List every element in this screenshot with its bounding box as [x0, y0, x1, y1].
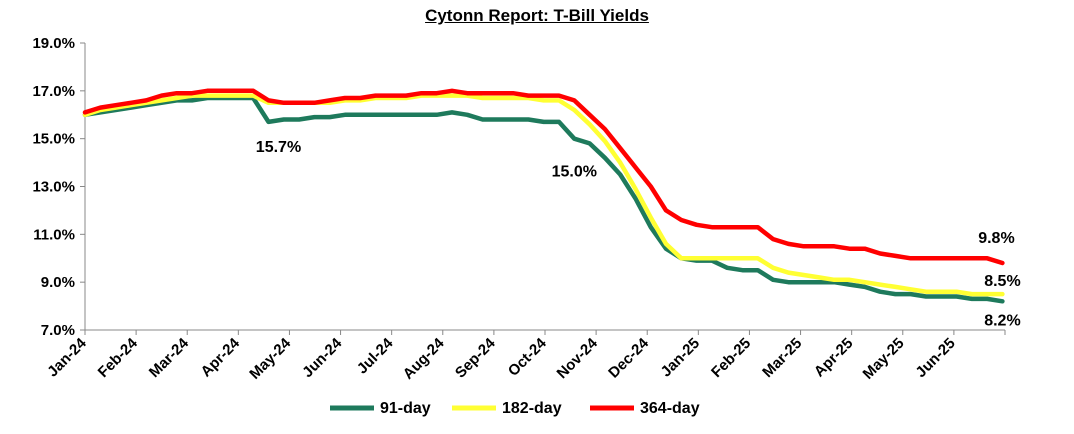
x-tick-label: Mar-25 [759, 335, 805, 381]
data-label: 8.5% [984, 273, 1020, 290]
x-tick-label: May-24 [246, 334, 294, 382]
x-tick-label: Feb-24 [95, 334, 142, 381]
legend-label: 182-day [502, 400, 562, 417]
x-tick-label: Jul-24 [354, 334, 397, 377]
chart-title: Cytonn Report: T-Bill Yields [425, 6, 649, 25]
legend-label: 364-day [640, 400, 700, 417]
x-tick-label: May-25 [860, 335, 908, 383]
y-tick-label: 7.0% [41, 322, 75, 339]
series-line-182-day [82, 93, 1005, 297]
x-tick-label: Jan-25 [658, 335, 704, 381]
data-label: 15.0% [552, 164, 597, 181]
x-tick-label: Nov-24 [554, 334, 602, 382]
x-tick-label: Dec-24 [605, 334, 652, 381]
data-label: 9.8% [978, 230, 1014, 247]
y-tick-label: 13.0% [32, 179, 75, 196]
x-tick-label: Aug-24 [400, 334, 448, 382]
x-tick-label: Jun-24 [299, 334, 346, 381]
y-tick-label: 19.0% [32, 35, 75, 52]
y-tick-label: 11.0% [33, 226, 75, 243]
x-tick-label: Apr-25 [811, 335, 857, 381]
x-tick-label: Jun-25 [913, 335, 959, 381]
x-tick-label: Apr-24 [198, 334, 244, 380]
y-tick-label: 15.0% [32, 131, 75, 148]
x-tick-label: Sep-24 [452, 334, 499, 381]
x-tick-label: Oct-24 [505, 334, 550, 379]
data-label: 8.2% [984, 312, 1020, 329]
y-tick-label: 9.0% [41, 274, 75, 291]
x-tick-label: Feb-25 [708, 335, 754, 381]
legend-label: 91-day [380, 400, 431, 417]
series-line-91-day [82, 95, 1005, 304]
data-label: 15.7% [256, 139, 301, 156]
series-line-364-day [82, 88, 1005, 266]
x-tick-label: Mar-24 [146, 334, 193, 381]
x-tick-label: Jan-24 [44, 334, 90, 380]
y-tick-label: 17.0% [32, 83, 75, 100]
